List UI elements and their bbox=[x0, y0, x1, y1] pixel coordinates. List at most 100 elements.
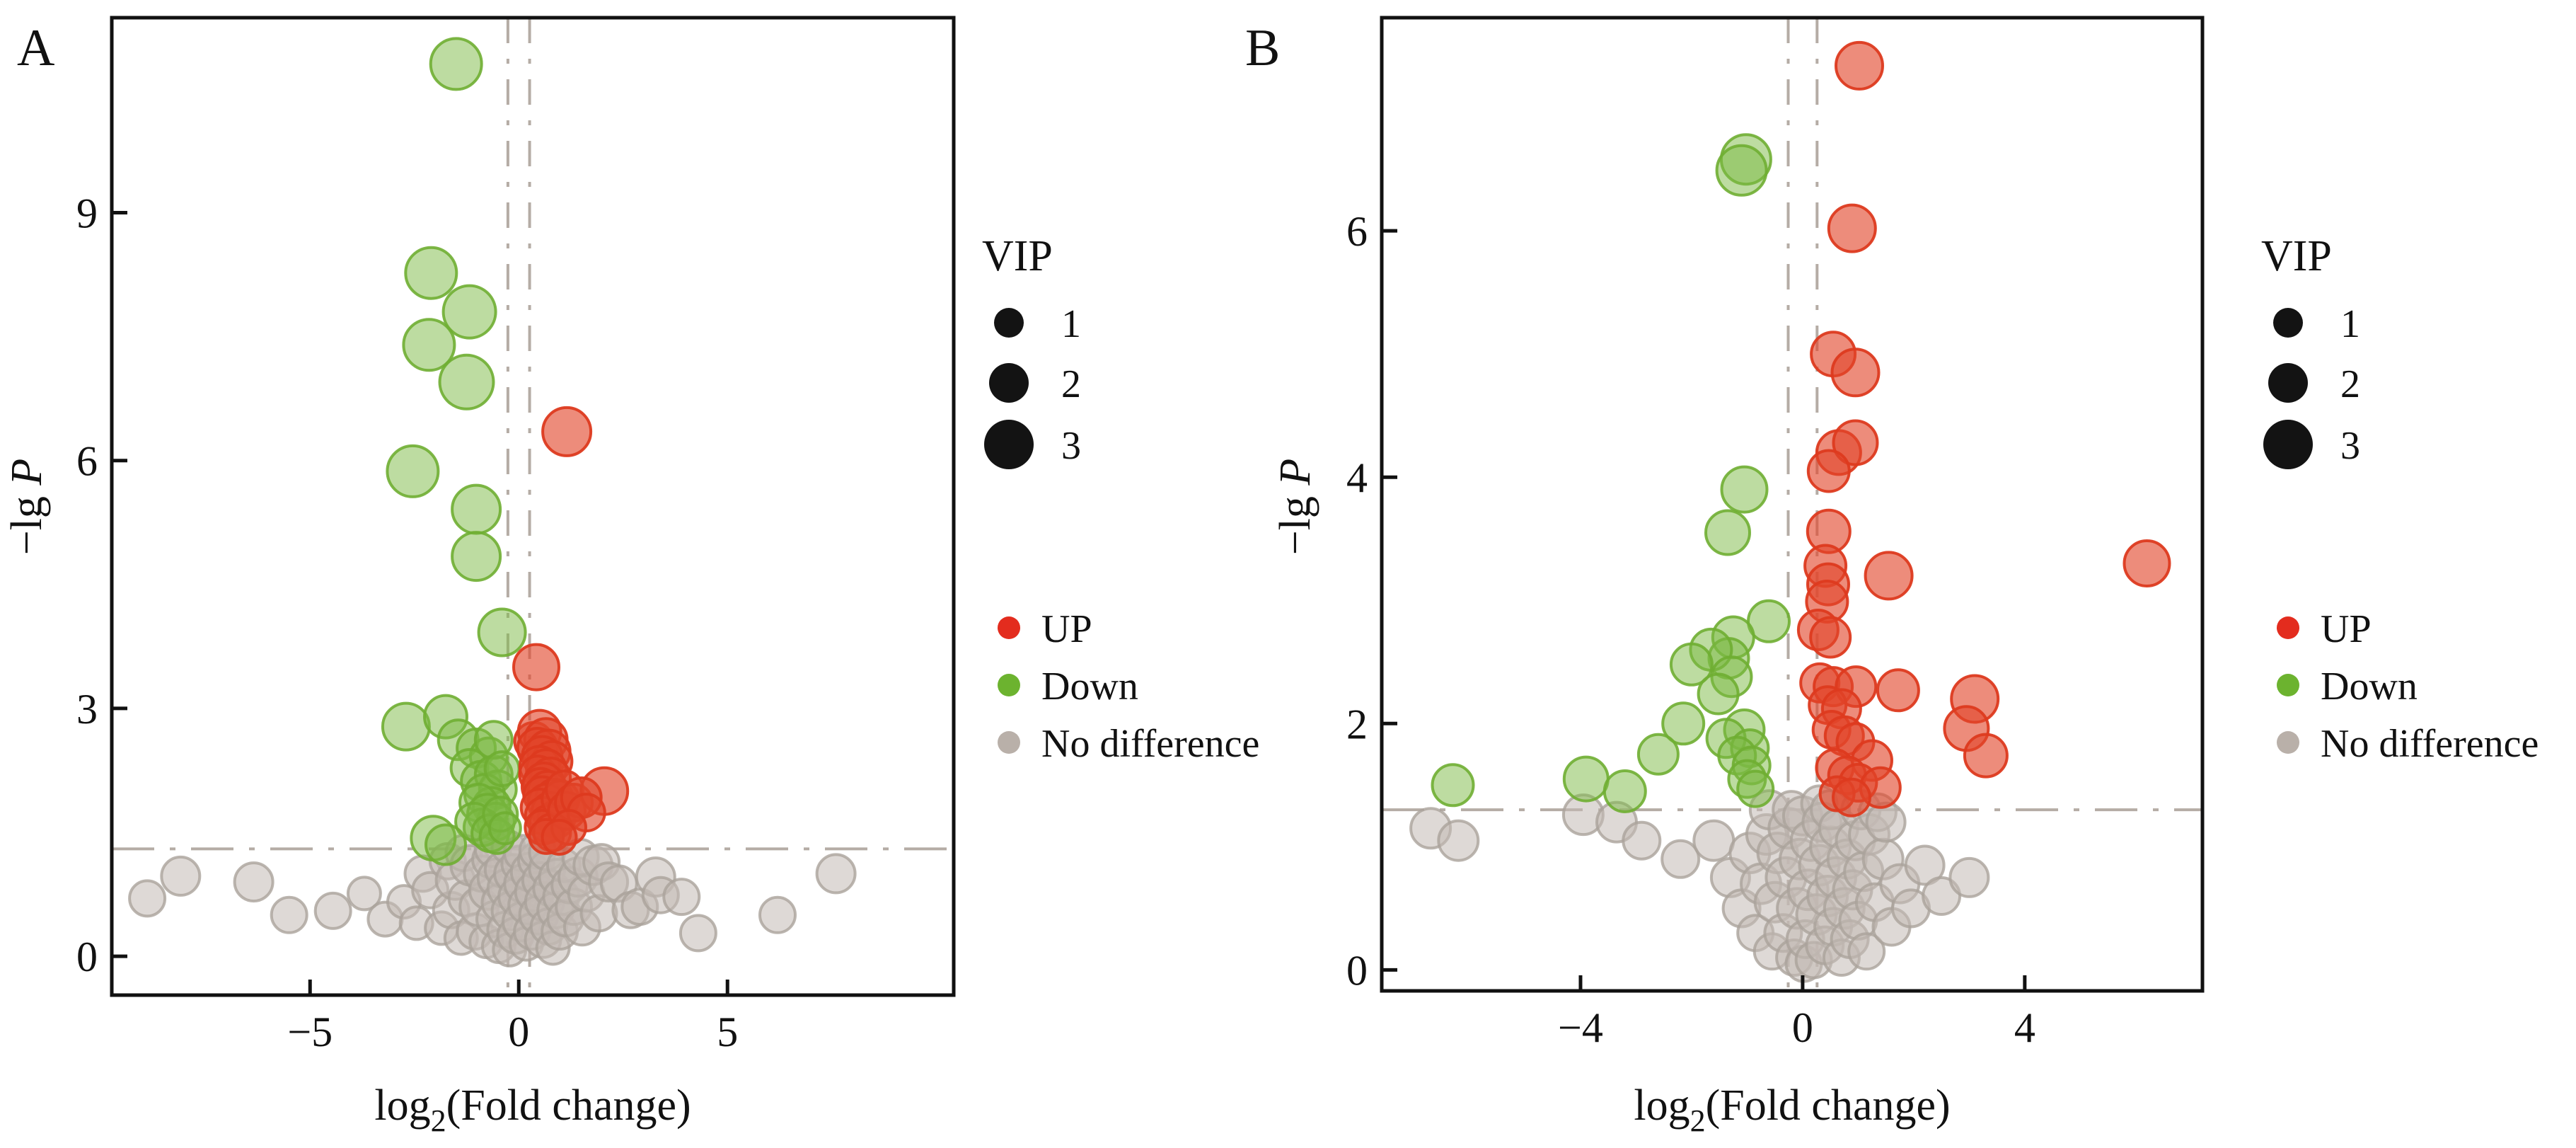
nodiff-legend-dot bbox=[998, 731, 1020, 754]
data-point-nodiff bbox=[1692, 819, 1735, 862]
data-point-nodiff bbox=[1660, 839, 1701, 879]
data-point-up bbox=[1830, 348, 1881, 398]
data-point-down bbox=[1736, 769, 1775, 808]
data-point-down bbox=[402, 318, 456, 372]
data-point-nodiff bbox=[1847, 932, 1886, 971]
x-tick-label: 0 bbox=[1792, 1004, 1813, 1051]
panel-a-legend: VIP 1 2 3 UP Down No difference bbox=[982, 232, 1259, 766]
data-point-up bbox=[1876, 668, 1920, 713]
data-point-up bbox=[1806, 449, 1851, 493]
data-point-down bbox=[1431, 763, 1475, 808]
vip-size-2-dot bbox=[989, 363, 1029, 403]
data-point-nodiff bbox=[1437, 819, 1480, 862]
panel-b-letter: B bbox=[1245, 19, 1280, 77]
panel-b-yaxis-title: −lg P bbox=[1271, 459, 1319, 556]
data-point-nodiff bbox=[815, 853, 857, 895]
down-legend-dot bbox=[998, 674, 1020, 696]
data-point-down bbox=[424, 823, 467, 866]
data-point-nodiff bbox=[346, 876, 382, 912]
data-point-up bbox=[541, 406, 593, 457]
data-point-up bbox=[1832, 419, 1879, 466]
y-tick-label: 0 bbox=[76, 934, 98, 980]
data-point-up bbox=[1832, 777, 1871, 817]
panel-a-plot: −5 0 5 0 3 6 9 bbox=[76, 16, 956, 1055]
data-point-nodiff bbox=[1622, 820, 1662, 861]
data-point-down bbox=[487, 811, 522, 846]
vip-size-3-label: 3 bbox=[2340, 424, 2360, 468]
y-tick-label: 0 bbox=[1346, 947, 1368, 994]
data-point-down bbox=[1602, 769, 1647, 813]
data-point-up bbox=[2122, 539, 2171, 587]
data-point-down bbox=[1661, 701, 1706, 746]
vip-size-3-label: 3 bbox=[1061, 424, 1081, 468]
data-point-up bbox=[1827, 203, 1877, 253]
data-point-up bbox=[1963, 733, 2009, 779]
vip-size-3-dot bbox=[2263, 420, 2313, 469]
data-point-down bbox=[477, 607, 527, 658]
vip-size-1-label: 1 bbox=[1061, 302, 1081, 346]
series-up bbox=[512, 406, 630, 856]
data-point-down bbox=[1562, 755, 1610, 803]
series-up bbox=[1796, 40, 2171, 817]
y-tick-label: 3 bbox=[76, 686, 98, 733]
data-point-up bbox=[512, 643, 560, 691]
data-point-down bbox=[1715, 144, 1768, 197]
x-tick-label: 4 bbox=[2014, 1004, 2035, 1051]
data-point-down bbox=[429, 37, 483, 91]
data-point-down bbox=[381, 701, 431, 752]
vip-size-1-dot bbox=[2273, 308, 2303, 338]
data-point-up bbox=[1864, 551, 1914, 601]
data-point-down bbox=[1704, 509, 1751, 556]
nodiff-legend-label: No difference bbox=[1041, 722, 1259, 766]
data-point-nodiff bbox=[270, 895, 308, 934]
vip-size-2-dot bbox=[2268, 363, 2308, 403]
panel-b-legend: VIP 1 2 3 UP Down No difference bbox=[2261, 232, 2539, 766]
y-tick-label: 6 bbox=[76, 438, 98, 485]
data-point-nodiff bbox=[678, 914, 717, 953]
data-point-up bbox=[1809, 616, 1852, 659]
y-tick-label: 9 bbox=[76, 190, 98, 236]
data-point-up bbox=[541, 819, 578, 856]
series-down bbox=[381, 37, 527, 866]
panel-a-yaxis-title: −lg P bbox=[3, 459, 51, 556]
data-point-down bbox=[1669, 642, 1714, 687]
down-legend-label: Down bbox=[1041, 665, 1138, 708]
nodiff-legend-label: No difference bbox=[2321, 722, 2539, 766]
vip-size-3-dot bbox=[984, 420, 1034, 469]
x-tick-label: −4 bbox=[1558, 1004, 1603, 1051]
data-point-nodiff bbox=[1865, 801, 1907, 843]
data-point-nodiff bbox=[128, 879, 167, 918]
vip-size-2-label: 2 bbox=[1061, 362, 1081, 406]
data-point-down bbox=[441, 284, 497, 340]
x-tick-label: 0 bbox=[508, 1009, 529, 1055]
x-tick-label: −5 bbox=[287, 1009, 333, 1055]
data-point-down bbox=[1747, 599, 1791, 643]
data-point-down bbox=[1697, 672, 1740, 716]
up-legend-label: UP bbox=[2321, 607, 2372, 651]
down-legend-label: Down bbox=[2321, 665, 2418, 708]
vip-size-1-label: 1 bbox=[2340, 302, 2360, 346]
panel-b-xaxis-title: log2(Fold change) bbox=[1634, 1081, 1950, 1138]
up-legend-label: UP bbox=[1041, 607, 1092, 651]
data-point-nodiff bbox=[662, 878, 701, 917]
data-point-down bbox=[386, 444, 440, 498]
data-point-nodiff bbox=[758, 895, 797, 934]
x-tick-label: 5 bbox=[717, 1009, 738, 1055]
series-down bbox=[1431, 133, 1791, 813]
nodiff-legend-dot bbox=[2277, 731, 2299, 754]
data-point-down bbox=[451, 531, 502, 582]
y-tick-label: 2 bbox=[1346, 701, 1368, 747]
data-point-up bbox=[1835, 40, 1884, 91]
data-point-down bbox=[438, 353, 495, 411]
data-point-down bbox=[483, 750, 521, 788]
vip-size-1-dot bbox=[994, 308, 1024, 338]
y-tick-label: 6 bbox=[1346, 208, 1368, 255]
data-point-down bbox=[1720, 465, 1769, 514]
y-tick-label: 4 bbox=[1346, 454, 1368, 501]
data-point-down bbox=[1636, 733, 1680, 776]
data-point-nodiff bbox=[1904, 844, 1946, 886]
series-nodiff bbox=[1409, 784, 1990, 983]
panel-b-plot: −4 0 4 0 2 4 6 bbox=[1346, 16, 2205, 1051]
